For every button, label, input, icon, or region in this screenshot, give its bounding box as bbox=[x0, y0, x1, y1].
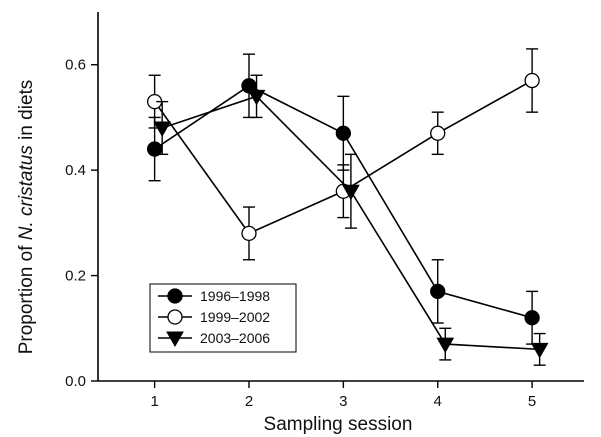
y-axis-label-species: N. cristatus bbox=[16, 145, 37, 241]
legend-item: 1999–2002 bbox=[158, 309, 270, 325]
y-axis-label-suffix: in diets bbox=[16, 80, 37, 145]
data-point bbox=[335, 125, 352, 141]
x-tick-label: 5 bbox=[528, 393, 536, 410]
y-tick-label: 0.4 bbox=[65, 162, 86, 179]
legend-item: 2003–2006 bbox=[158, 330, 270, 348]
y-tick-label: 0.6 bbox=[65, 57, 86, 74]
plot-area bbox=[146, 48, 549, 366]
series-3 bbox=[153, 74, 549, 366]
legend: 1996–1998 1999–2002 2003–2006 bbox=[149, 283, 297, 353]
data-point bbox=[247, 89, 266, 106]
legend-label: 1996–1998 bbox=[200, 288, 270, 304]
legend-marker bbox=[167, 309, 183, 325]
data-point bbox=[430, 125, 446, 141]
axes: 1 2 3 4 5 0.0 0.2 0.4 0.6 bbox=[65, 12, 584, 410]
data-point bbox=[241, 225, 257, 242]
series-1 bbox=[146, 53, 540, 345]
y-axis-label-prefix: Proportion of bbox=[16, 240, 37, 354]
y-tick-label: 0.0 bbox=[65, 373, 86, 390]
legend-marker bbox=[166, 331, 184, 348]
x-tick-label: 4 bbox=[434, 393, 442, 410]
data-point bbox=[524, 72, 540, 89]
data-point bbox=[430, 283, 446, 300]
x-axis-label: Sampling session bbox=[264, 414, 413, 435]
y-tick-label: 0.2 bbox=[65, 268, 86, 285]
legend-label: 1999–2002 bbox=[200, 309, 270, 325]
legend-item: 1996–1998 bbox=[158, 288, 270, 304]
x-tick-label: 3 bbox=[339, 393, 347, 410]
data-point bbox=[436, 337, 455, 354]
x-tick-label: 2 bbox=[245, 393, 253, 410]
data-point bbox=[342, 184, 360, 201]
legend-marker bbox=[167, 288, 183, 304]
data-point bbox=[153, 121, 172, 137]
data-point bbox=[530, 342, 549, 359]
legend-label: 2003–2006 bbox=[200, 330, 270, 346]
y-axis-label: Proportion of N. cristatus in diets bbox=[16, 80, 37, 355]
x-tick-label: 1 bbox=[150, 393, 158, 410]
data-point bbox=[524, 310, 540, 326]
